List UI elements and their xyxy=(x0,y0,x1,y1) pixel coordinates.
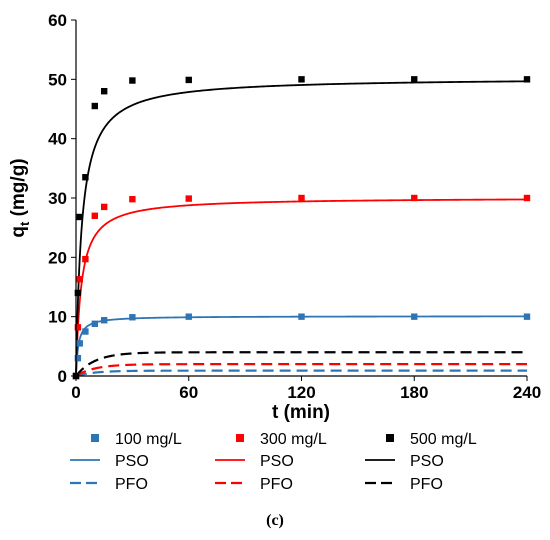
panel-label: (c) xyxy=(266,512,284,529)
data-point xyxy=(76,213,83,221)
y-tick-label: 60 xyxy=(48,11,67,30)
data-point xyxy=(100,317,108,324)
y-axis-title-sub: t xyxy=(17,221,32,226)
data-point xyxy=(76,340,83,347)
data-point xyxy=(82,255,89,263)
y-axis-title-unit: (mg/g) xyxy=(8,158,29,221)
data-point xyxy=(74,289,82,297)
y-tick-label: 50 xyxy=(48,70,67,89)
x-axis-title: t (min) xyxy=(272,402,330,423)
series-pso-line-4 xyxy=(75,198,528,377)
data-point xyxy=(74,355,82,362)
data-point xyxy=(411,194,418,202)
y-tick-label: 30 xyxy=(48,189,67,208)
series-pfo-line-6 xyxy=(75,369,527,378)
series-pfo-line-8 xyxy=(75,351,527,377)
data-point xyxy=(185,313,192,320)
series-pso-line-3 xyxy=(75,315,527,377)
x-tick-label: 60 xyxy=(179,383,198,402)
x-tick-label: 0 xyxy=(71,383,80,402)
data-point xyxy=(100,88,108,95)
data-point xyxy=(523,313,531,320)
series-pfo-line-7 xyxy=(75,363,527,377)
data-point xyxy=(411,76,418,83)
legend-label: 100 mg/L xyxy=(115,431,182,448)
data-point xyxy=(74,324,82,331)
series-pso-line-5 xyxy=(75,80,528,377)
legend-label: PFO xyxy=(115,476,148,493)
ticks: 0 10 20 30 40 50 60 0 60 120 180 240 xyxy=(48,11,541,402)
data-point xyxy=(298,194,305,202)
y-axis-title: qt (mg/g) xyxy=(8,158,32,237)
data-point xyxy=(185,195,192,202)
data-point xyxy=(298,76,305,83)
y-axis-title-main: q xyxy=(8,226,29,238)
legend-marker xyxy=(386,434,394,442)
y-tick-label: 40 xyxy=(48,130,67,149)
data-point xyxy=(100,203,108,211)
y-tick-label: 0 xyxy=(58,367,67,386)
legend-label: 300 mg/L xyxy=(260,431,327,448)
x-tick-label: 180 xyxy=(400,383,428,402)
legend-marker xyxy=(236,434,244,442)
data-point xyxy=(523,194,531,202)
y-tick-label: 10 xyxy=(48,308,67,327)
data-point xyxy=(82,328,89,335)
data-point xyxy=(523,76,531,83)
legend-label: PSO xyxy=(260,453,294,470)
data-point xyxy=(411,313,418,320)
data-point xyxy=(91,320,98,327)
data-point xyxy=(82,174,89,181)
legend-label: PFO xyxy=(410,476,443,493)
data-point xyxy=(76,276,83,283)
plot-area xyxy=(72,76,531,380)
y-tick-label: 20 xyxy=(48,248,67,267)
legend-label: 500 mg/L xyxy=(410,431,477,448)
legend-marker xyxy=(91,434,99,442)
data-point xyxy=(91,102,98,110)
data-point xyxy=(129,77,136,84)
data-point xyxy=(91,212,98,219)
x-tick-label: 240 xyxy=(513,383,541,402)
legend: 100 mg/L 300 mg/L 500 mg/L PSO PSO PSO PFO PFO P… xyxy=(70,431,477,493)
legend-label: PFO xyxy=(260,476,293,493)
legend-label: PSO xyxy=(410,453,444,470)
data-point xyxy=(185,76,192,84)
data-point xyxy=(129,314,136,321)
data-point xyxy=(298,313,305,320)
data-point xyxy=(129,195,136,203)
legend-label: PSO xyxy=(115,453,149,470)
x-tick-label: 120 xyxy=(287,383,315,402)
